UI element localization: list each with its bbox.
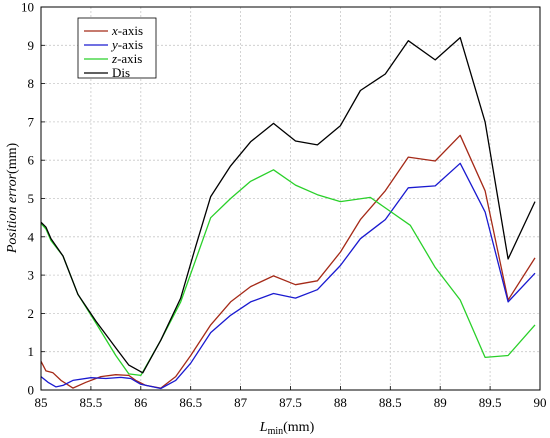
series-line-x-axis	[40, 134, 536, 389]
series-lines	[40, 36, 536, 390]
series-line-dis	[40, 36, 536, 374]
series-line-z-axis	[40, 169, 536, 377]
y-axis-title: Position error(mm)	[5, 143, 20, 255]
legend-label: x-axis	[111, 23, 143, 38]
y-tick-label: 5	[28, 191, 35, 206]
legend-label: z-axis	[111, 51, 142, 66]
x-tick-label: 87	[234, 395, 248, 410]
x-tick-label: 87.5	[279, 395, 302, 410]
y-tick-label: 6	[28, 153, 35, 168]
y-tick-label: 3	[28, 268, 35, 283]
x-tick-label: 90	[534, 395, 547, 410]
series-line-y-axis	[40, 162, 536, 390]
legend-box	[77, 17, 157, 79]
legend-label: Dis	[112, 65, 130, 80]
x-tick-labels: 85 85.5 86 86.5 87 87.5 88 88.5 89 89.5 90	[35, 395, 547, 410]
y-tick-label: 0	[28, 383, 35, 398]
y-tick-label: 8	[28, 76, 35, 91]
y-tick-label: 10	[21, 0, 34, 15]
y-tick-label: 9	[28, 38, 35, 53]
y-tick-label: 4	[28, 229, 35, 244]
legend-label: y-axis	[110, 37, 143, 52]
x-tick-label: 85	[35, 395, 48, 410]
x-axis-title: Lmin(mm)	[259, 420, 315, 437]
y-tick-labels: 0 1 2 3 4 5 6 7 8 9 10	[21, 0, 35, 398]
plot-frame	[40, 6, 541, 391]
x-tick-label: 86.5	[179, 395, 202, 410]
y-tick-label: 7	[28, 114, 35, 129]
x-tick-label: 88.5	[379, 395, 402, 410]
x-tick-label: 86	[134, 395, 148, 410]
y-tick-label: 2	[28, 306, 35, 321]
x-tick-label: 89.5	[479, 395, 502, 410]
x-tick-label: 89	[434, 395, 447, 410]
y-tick-label: 1	[28, 344, 35, 359]
x-tick-label: 88	[334, 395, 347, 410]
x-tick-label: 85.5	[80, 395, 103, 410]
